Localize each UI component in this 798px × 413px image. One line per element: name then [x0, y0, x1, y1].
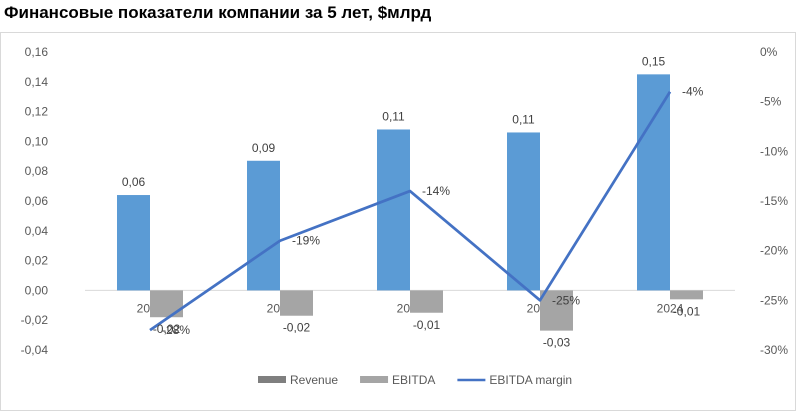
y-right-tick-label: -5%: [760, 95, 782, 109]
ebitda-data-label: -0,01: [673, 304, 701, 318]
y-right-tick-label: -25%: [760, 293, 788, 307]
ebitda-data-label: -0,03: [543, 336, 571, 350]
y-right-tick-label: -15%: [760, 194, 788, 208]
ebitda-bar: [150, 290, 183, 318]
ebitda-margin-data-label: -14%: [422, 184, 450, 198]
y-right-tick-label: -10%: [760, 144, 788, 158]
y-right-tick-label: -20%: [760, 244, 788, 258]
revenue-bar: [507, 132, 540, 291]
y-left-tick-label: 0,12: [25, 105, 49, 119]
y-left-tick-label: 0,04: [25, 224, 49, 238]
y-right-tick-label: -30%: [760, 343, 788, 357]
x-tick-label: 2024: [657, 301, 684, 315]
y-left-tick-label: 0,10: [25, 134, 49, 148]
ebitda-margin-data-label: -25%: [552, 293, 580, 307]
revenue-bar: [117, 195, 150, 291]
ebitda-data-label: -0,01: [413, 318, 441, 332]
revenue-data-label: 0,11: [512, 112, 535, 126]
revenue-bar: [377, 129, 410, 291]
legend-swatch: [360, 376, 389, 383]
chart-title: Финансовые показатели компании за 5 лет,…: [4, 3, 432, 22]
y-left-tick-label: 0,00: [25, 283, 49, 297]
y-left-tick-label: -0,04: [21, 343, 49, 357]
legend-swatch: [258, 376, 286, 383]
y-left-tick-label: 0,06: [25, 194, 49, 208]
legend-label: EBITDA: [392, 373, 435, 387]
y-left-tick-label: 0,16: [25, 45, 49, 59]
ebitda-bar: [280, 290, 313, 316]
y-right-tick-label: 0%: [760, 45, 778, 59]
y-left-tick-label: 0,02: [25, 254, 49, 268]
y-left-tick-label: 0,14: [25, 75, 49, 89]
ebitda-bar: [410, 290, 443, 313]
revenue-data-label: 0,11: [382, 109, 405, 123]
revenue-data-label: 0,09: [252, 141, 276, 155]
ebitda-margin-data-label: -19%: [292, 234, 320, 248]
legend-label: Revenue: [290, 373, 338, 387]
ebitda-margin-data-label: -4%: [682, 85, 704, 99]
y-left-tick-label: -0,02: [21, 313, 49, 327]
revenue-bar: [247, 160, 280, 291]
ebitda-bar: [670, 290, 703, 300]
legend-label: EBITDA margin: [489, 373, 572, 387]
ebitda-margin-line: [149, 91, 672, 332]
ebitda-data-label: -0,02: [283, 321, 311, 335]
revenue-bar: [637, 74, 670, 291]
y-left-tick-label: 0,08: [25, 164, 49, 178]
chart-frame: [0, 32, 796, 411]
revenue-data-label: 0,15: [642, 54, 666, 68]
ebitda-data-label: -0,02: [153, 322, 181, 336]
revenue-data-label: 0,06: [122, 175, 146, 189]
ebitda-margin-data-label: -28%: [162, 323, 190, 337]
ebitda-bar: [540, 290, 573, 331]
